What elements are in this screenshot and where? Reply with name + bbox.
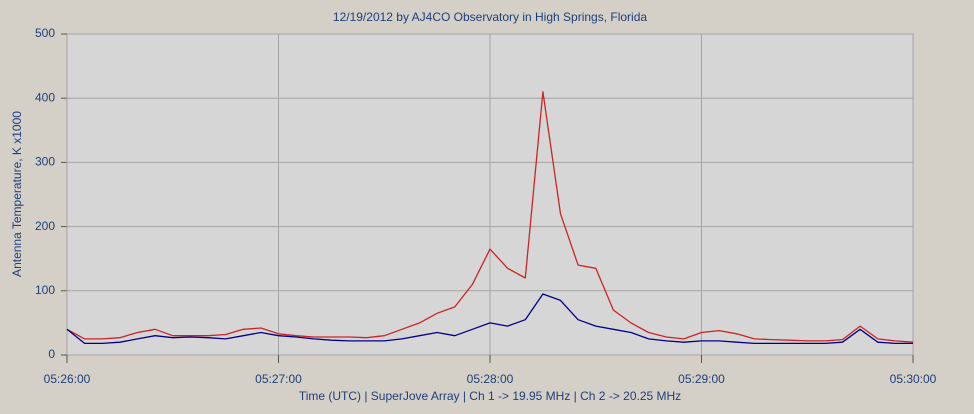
x-axis-label: Time (UTC) | SuperJove Array | Ch 1 -> 1… — [299, 389, 681, 403]
y-tick-label: 500 — [35, 26, 55, 40]
chart-title: 12/19/2012 by AJ4CO Observatory in High … — [333, 10, 647, 24]
series-line — [66, 293, 913, 345]
y-tick-label: 200 — [35, 219, 55, 233]
x-tick-label: 05:26:00 — [44, 372, 91, 386]
y-tick-label: 400 — [35, 90, 55, 104]
x-tick-label: 05:29:00 — [678, 372, 725, 386]
y-axis-label: Antenna Temperature, K x1000 — [10, 111, 24, 277]
y-tick-label: 300 — [35, 155, 55, 169]
y-tick-label: 100 — [35, 283, 55, 297]
x-tick-label: 05:27:00 — [255, 372, 302, 386]
x-tick-label: 05:30:00 — [890, 372, 937, 386]
x-tick-label: 05:28:00 — [467, 372, 514, 386]
y-tick-label: 0 — [48, 347, 55, 361]
series-line — [66, 91, 914, 343]
